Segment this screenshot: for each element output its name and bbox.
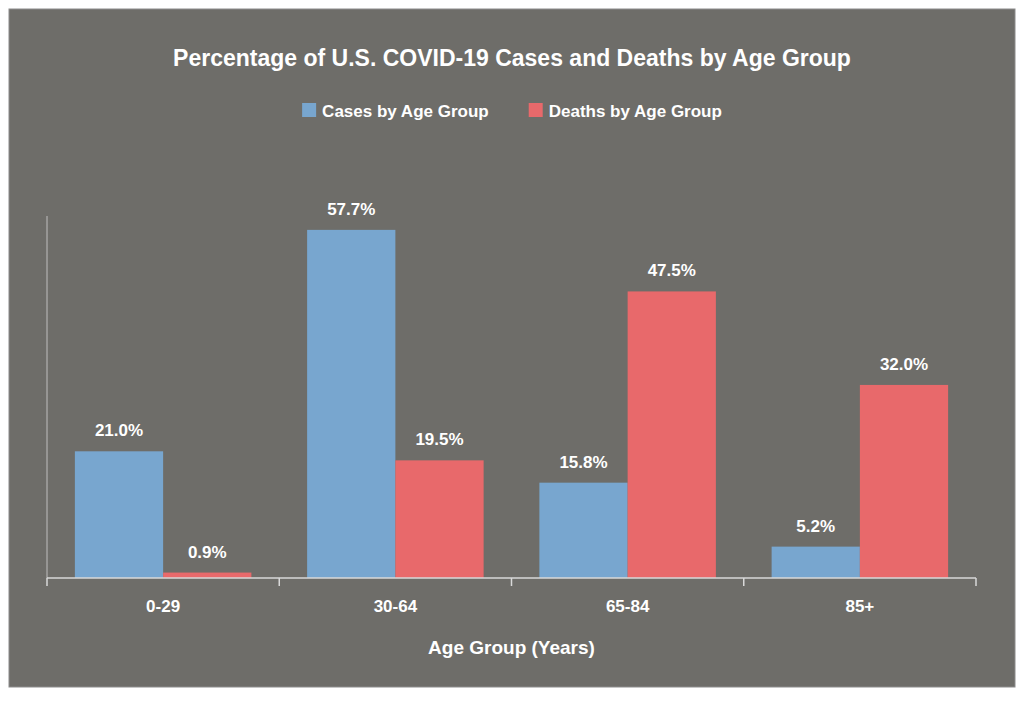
- x-axis-tick: [279, 578, 281, 586]
- data-label: 5.2%: [796, 517, 835, 536]
- bar: [307, 230, 395, 578]
- data-label: 19.5%: [415, 430, 463, 449]
- y-axis-line: [47, 216, 48, 578]
- legend-item: Deaths by Age Group: [529, 102, 722, 121]
- legend-swatch: [529, 103, 543, 117]
- data-label: 57.7%: [327, 200, 375, 219]
- data-labels: 21.0% 57.7% 15.8% 5.2% 0.9% 19.5% 47.5% 32.0%: [95, 200, 928, 562]
- legend-label: Cases by Age Group: [322, 102, 489, 121]
- bar: [75, 451, 163, 578]
- title: Percentage of U.S. COVID-19 Cases and De…: [173, 45, 851, 71]
- bar: [628, 291, 716, 578]
- legend-swatch: [302, 103, 316, 117]
- bar: [163, 573, 251, 578]
- bar: [772, 547, 860, 578]
- data-label: 15.8%: [559, 453, 607, 472]
- x-axis-tick: [46, 578, 48, 586]
- bar: [539, 483, 627, 578]
- x-axis-title: Age Group (Years): [428, 637, 595, 658]
- data-label: 0.9%: [188, 543, 227, 562]
- x-axis-tick: [743, 578, 745, 586]
- data-label: 21.0%: [95, 421, 143, 440]
- x-axis-tick: [975, 578, 977, 586]
- x-tick-label: 65-84: [606, 597, 650, 616]
- x-tick-label: 85+: [845, 597, 874, 616]
- data-label: 47.5%: [648, 261, 696, 280]
- legend-item: Cases by Age Group: [302, 102, 489, 121]
- data-label: 32.0%: [880, 355, 928, 374]
- x-tick-label: 0-29: [146, 597, 180, 616]
- panel: [9, 9, 1015, 687]
- x-tick-label: 30-64: [374, 597, 418, 616]
- legend: Cases by Age Group Deaths by Age Group: [302, 102, 722, 121]
- x-axis-tick: [511, 578, 513, 586]
- chart: Percentage of U.S. COVID-19 Cases and De…: [0, 0, 1024, 711]
- bar: [860, 385, 948, 578]
- legend-label: Deaths by Age Group: [549, 102, 722, 121]
- bars: [75, 230, 948, 578]
- bar: [395, 460, 483, 578]
